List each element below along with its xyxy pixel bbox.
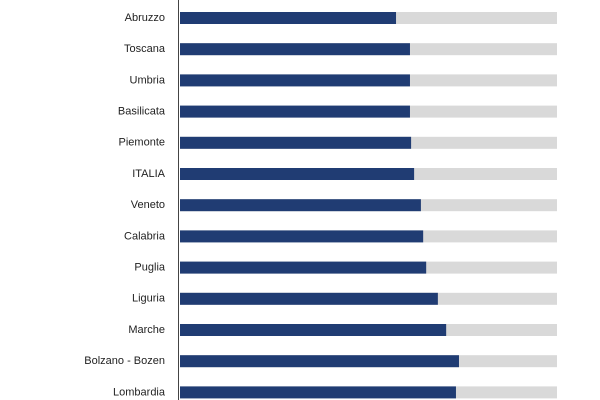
category-label: Umbria <box>130 74 166 86</box>
bar <box>180 136 412 149</box>
bar <box>180 261 427 274</box>
category-label: Basilicata <box>118 106 166 118</box>
bar <box>180 199 421 212</box>
category-label: Abruzzo <box>125 12 165 24</box>
bar <box>180 292 438 305</box>
category-label: Lombardia <box>113 386 166 398</box>
bar <box>180 324 447 336</box>
bar <box>180 43 410 56</box>
bar <box>180 355 459 368</box>
category-label: Liguria <box>132 293 166 305</box>
category-label: Piemonte <box>119 137 165 149</box>
category-label: Toscana <box>124 43 166 55</box>
bar <box>180 386 456 399</box>
category-label: Puglia <box>134 262 165 274</box>
bar <box>180 230 424 243</box>
category-label: Marche <box>128 324 165 336</box>
category-label: Calabria <box>124 230 166 242</box>
bar <box>180 74 410 87</box>
bar <box>180 168 415 180</box>
category-label: Veneto <box>131 199 165 211</box>
category-label: Bolzano - Bozen <box>84 355 165 367</box>
bar <box>180 12 397 24</box>
category-label: ITALIA <box>132 168 165 180</box>
bar <box>180 105 410 118</box>
